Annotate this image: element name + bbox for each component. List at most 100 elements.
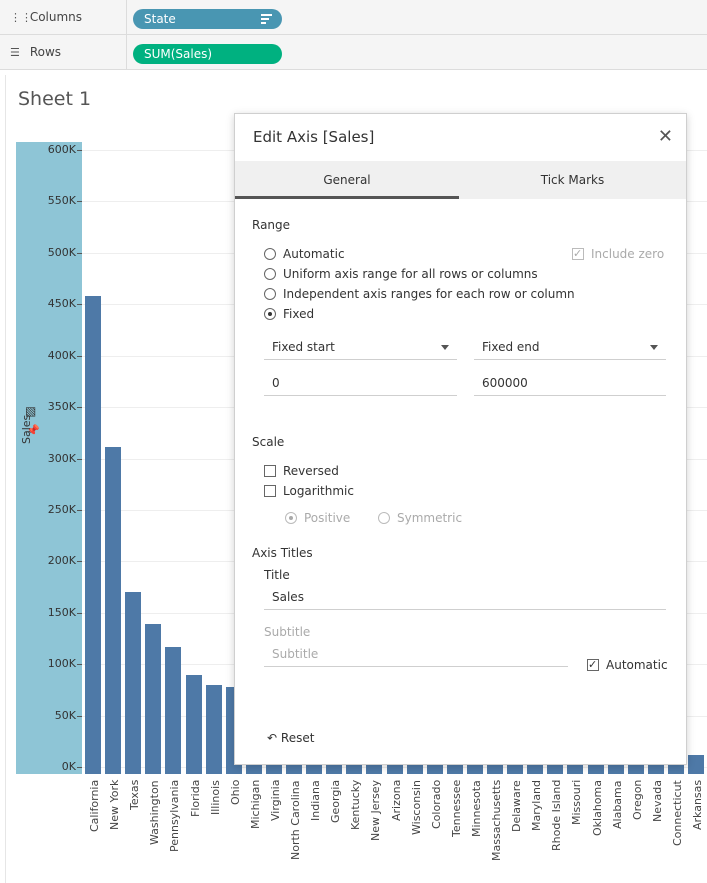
radio-uniform[interactable]: Uniform axis range for all rows or colum… [264,266,538,282]
axis-titles-heading: Axis Titles [252,546,313,560]
y-axis-title: Sales [20,414,33,444]
radio-symmetric[interactable]: Symmetric [378,510,462,526]
y-tick-label: 150K [47,605,76,619]
y-tick-label: 550K [47,194,76,208]
x-tick-label: Massachusetts [490,780,503,862]
x-tick-label: Michigan [248,780,262,830]
x-tick-label: Texas [128,780,142,811]
x-tick-label: Colorado [429,780,443,830]
y-tick-mark [77,252,82,254]
x-tick-label: New Jersey [369,780,383,842]
subtitle-label: Subtitle [264,625,311,639]
y-tick-mark [77,715,82,717]
radio-button[interactable] [264,268,276,280]
x-tick-label: Wisconsin [409,780,423,835]
x-tick-label: Kentucky [349,780,363,831]
y-tick-label: 100K [47,657,76,671]
subtitle-input[interactable]: Subtitle [264,643,568,667]
x-tick-label: Virginia [268,780,282,822]
state-pill[interactable]: State [133,9,282,29]
checkbox[interactable] [264,465,276,477]
checkbox[interactable] [572,246,584,262]
range-heading: Range [252,218,291,232]
title-label: Title [264,568,290,582]
close-icon[interactable]: ✕ [657,126,673,147]
bar-arkansas[interactable] [688,754,704,774]
y-tick-label: 600K [47,143,76,156]
x-tick-label: California [88,780,101,833]
bar-washington[interactable] [145,624,162,774]
radio-button[interactable] [264,308,276,320]
y-tick-label: 350K [47,400,76,414]
y-tick-mark [77,201,82,203]
edit-axis-dialog: Edit Axis [Sales] ✕ General Tick Marks R… [234,113,687,765]
axis-title-input[interactable]: Sales [264,586,666,610]
y-tick-label: 50K [54,708,76,722]
y-tick-label: 400K [47,348,76,362]
y-tick-label: 300K [47,451,76,465]
radio-positive[interactable]: Positive [285,510,350,526]
bar-new-york[interactable] [105,447,122,774]
x-tick-label: Missouri [570,780,584,826]
automatic-checkbox[interactable]: Automatic [587,657,668,673]
scale-heading: Scale [252,435,285,449]
chevron-down-icon [441,345,449,350]
y-tick-mark [77,664,82,666]
radio-automatic[interactable]: Automatic [264,246,345,262]
y-tick-mark [77,304,82,306]
reset-button[interactable]: ↶ Reset [267,731,315,745]
radio-button[interactable] [264,288,276,300]
x-tick-label: Oklahoma [590,780,604,836]
radio-button[interactable] [378,512,390,524]
checkbox[interactable] [587,657,599,673]
sort-descending-icon[interactable] [261,14,272,24]
axis-chart-icon[interactable]: ▧ [25,404,37,418]
radio-button[interactable] [285,512,297,524]
fixed-start-input[interactable]: 0 [264,372,457,396]
bar-texas[interactable] [125,591,142,774]
y-axis-highlight[interactable] [16,142,82,774]
y-tick-mark [77,458,82,460]
fixed-end-input[interactable]: 600000 [474,372,666,396]
bar-florida[interactable] [185,674,202,774]
pin-icon[interactable]: 📌 [26,424,40,437]
x-tick-label: Connecticut [670,780,684,846]
y-tick-label: 250K [47,502,76,516]
bar-illinois[interactable] [205,684,222,774]
y-tick-mark [77,767,82,768]
y-tick-mark [77,407,82,409]
x-tick-label: Arizona [389,780,403,822]
shelf-divider [126,0,127,34]
dialog-tabs: General Tick Marks [235,161,686,199]
sheet-title: Sheet 1 [18,88,92,110]
include-zero-checkbox[interactable]: Include zero [572,246,664,262]
tab-tick-marks[interactable]: Tick Marks [540,173,605,187]
x-tick-label: Alabama [610,780,624,829]
x-tick-label: Florida [188,780,202,818]
radio-fixed[interactable]: Fixed [264,306,314,322]
shelf-divider [126,35,127,69]
chart-area [5,75,707,883]
logarithmic-checkbox[interactable]: Logarithmic [264,483,354,499]
x-tick-label: Delaware [510,780,524,832]
reversed-checkbox[interactable]: Reversed [264,463,339,479]
x-tick-label: Nevada [650,780,664,822]
tab-general[interactable]: General [235,161,459,199]
x-tick-label: Tennessee [449,780,463,838]
x-tick-label: North Carolina [289,780,302,860]
checkbox[interactable] [264,485,276,497]
x-tick-label: New York [108,780,122,831]
sum-sales-pill[interactable]: SUM(Sales) [133,44,282,64]
y-tick-mark [77,509,82,511]
x-tick-label: Washington [148,780,162,845]
chevron-down-icon [650,345,658,350]
bar-pennsylvania[interactable] [165,647,182,774]
bar-california[interactable] [85,296,101,774]
radio-independent[interactable]: Independent axis ranges for each row or … [264,286,575,302]
fixed-end-dropdown[interactable]: Fixed end [474,336,666,360]
fixed-start-dropdown[interactable]: Fixed start [264,336,457,360]
x-tick-label: Georgia [329,780,343,824]
radio-button[interactable] [264,248,276,260]
dialog-title: Edit Axis [Sales] [253,128,375,146]
reset-icon: ↶ [267,731,278,745]
